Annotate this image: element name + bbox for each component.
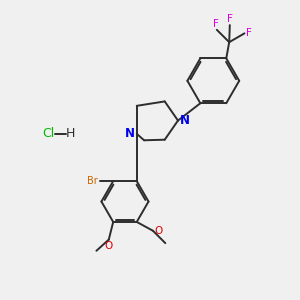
Text: O: O	[154, 226, 162, 236]
Text: Br: Br	[87, 176, 98, 185]
Text: F: F	[213, 19, 219, 28]
Text: Cl: Cl	[42, 127, 55, 140]
Text: N: N	[180, 114, 190, 127]
Text: N: N	[124, 127, 134, 140]
Text: F: F	[227, 14, 233, 24]
Text: F: F	[246, 28, 252, 38]
Text: O: O	[105, 242, 113, 251]
Text: H: H	[66, 127, 75, 140]
